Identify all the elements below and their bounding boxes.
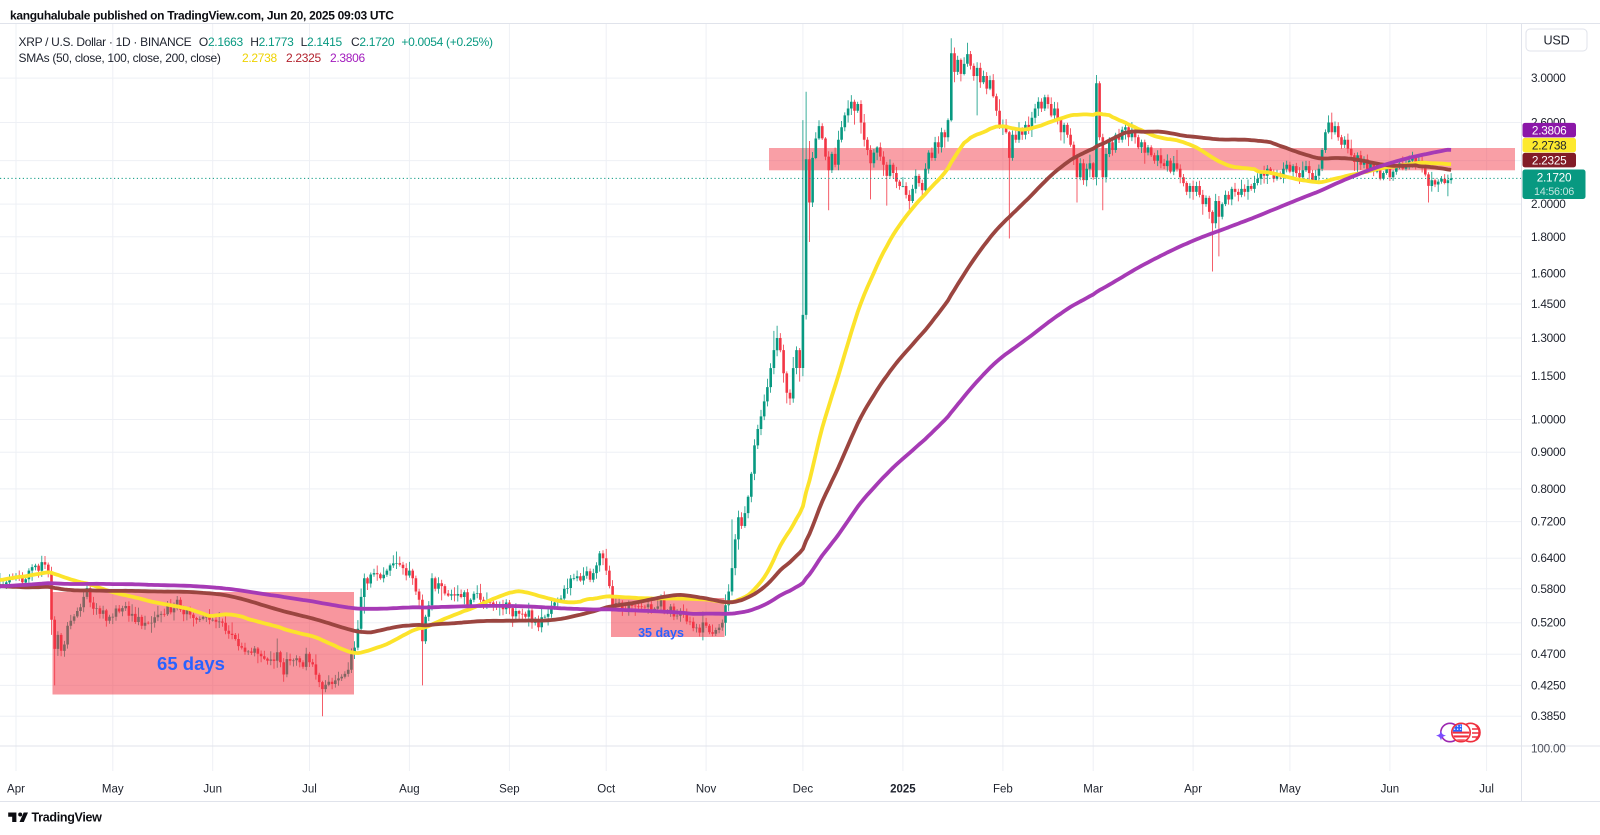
svg-text:0.5200: 0.5200 [1531,616,1566,630]
svg-text:2.2325: 2.2325 [1532,153,1567,167]
svg-text:1.1500: 1.1500 [1531,369,1566,383]
svg-text:1.0000: 1.0000 [1531,413,1566,427]
svg-text:1.3000: 1.3000 [1531,331,1566,345]
svg-text:Jul: Jul [302,784,317,796]
svg-text:SMAs (50, close, 100, close, 2: SMAs (50, close, 100, close, 200, close)… [19,51,366,65]
svg-text:Apr: Apr [1184,784,1202,796]
svg-text:Oct: Oct [597,784,616,796]
svg-text:1.6000: 1.6000 [1531,266,1566,280]
svg-text:Mar: Mar [1083,784,1103,796]
svg-text:0.7200: 0.7200 [1531,515,1566,529]
svg-text:XRP / U.S. Dollar · 1D · BINAN: XRP / U.S. Dollar · 1D · BINANCE O2.1663 H… [19,35,493,49]
svg-text:2025: 2025 [890,784,916,796]
svg-text:Jul: Jul [1479,784,1494,796]
svg-text:2.2738: 2.2738 [1532,138,1567,152]
svg-text:2.0000: 2.0000 [1531,197,1566,211]
svg-text:0.4700: 0.4700 [1531,647,1566,661]
svg-text:0.3850: 0.3850 [1531,709,1566,723]
svg-text:1.8000: 1.8000 [1531,230,1566,244]
svg-text:Jun: Jun [203,784,222,796]
svg-text:Nov: Nov [696,784,717,796]
svg-text:0.8000: 0.8000 [1531,482,1566,496]
svg-text:2.3806: 2.3806 [1532,123,1567,137]
svg-text:TradingView: TradingView [32,811,103,825]
svg-text:USD: USD [1544,34,1570,48]
svg-text:kanguhalubale published on Tra: kanguhalubale published on TradingView.c… [10,9,394,23]
svg-text:May: May [102,784,124,796]
svg-text:Jun: Jun [1381,784,1400,796]
svg-text:35 days: 35 days [638,626,684,640]
svg-text:14:56:06: 14:56:06 [1534,186,1574,198]
svg-text:0.4250: 0.4250 [1531,678,1566,692]
svg-text:2.1720: 2.1720 [1537,171,1572,185]
svg-text:0.6400: 0.6400 [1531,551,1566,565]
svg-text:0.9000: 0.9000 [1531,445,1566,459]
svg-text:100.00: 100.00 [1531,742,1566,756]
svg-text:Feb: Feb [993,784,1013,796]
svg-text:1.4500: 1.4500 [1531,297,1566,311]
svg-text:Sep: Sep [499,784,519,796]
svg-text:65 days: 65 days [157,653,225,674]
svg-text:Apr: Apr [7,784,25,796]
svg-text:0.5800: 0.5800 [1531,582,1566,596]
svg-text:May: May [1279,784,1301,796]
svg-text:Dec: Dec [793,784,814,796]
svg-text:3.0000: 3.0000 [1531,71,1566,85]
svg-text:Aug: Aug [399,784,419,796]
